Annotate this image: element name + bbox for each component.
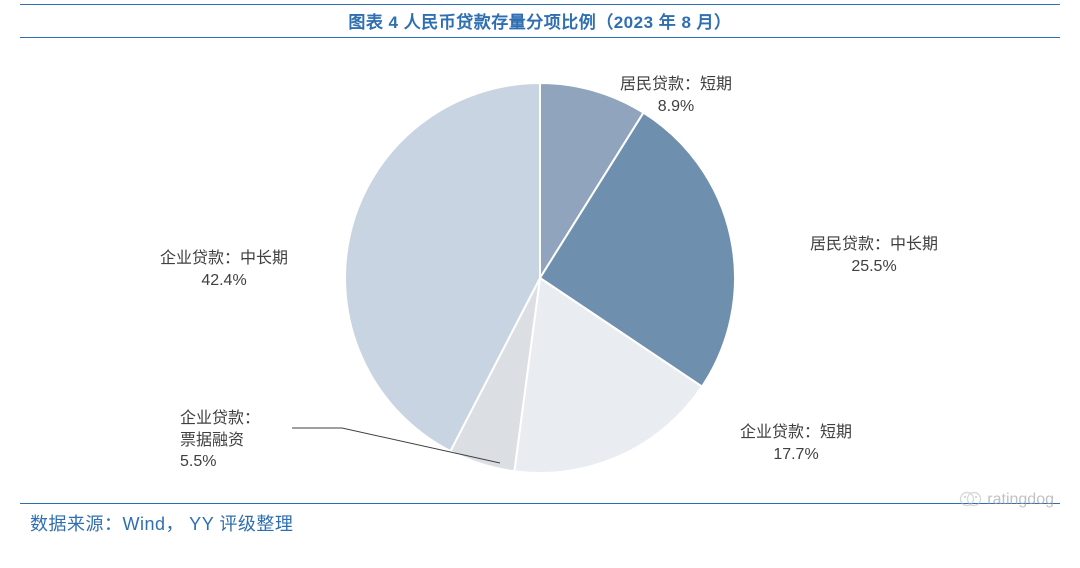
slice-label-household-short: 居民贷款：短期 8.9%: [620, 74, 732, 117]
chart-title-bar: 图表 4 人民币贷款存量分项比例（2023 年 8 月）: [20, 4, 1060, 38]
label-text: 企业贷款：短期: [740, 424, 852, 441]
watermark-text: ratingdog: [987, 491, 1054, 509]
label-text: 居民贷款：短期: [620, 76, 732, 93]
label-pct: 42.4%: [201, 272, 246, 289]
label-pct: 25.5%: [851, 258, 896, 275]
data-source: 数据来源：Wind， YY 评级整理: [0, 504, 1080, 536]
label-text: 企业贷款：中长期: [160, 250, 288, 267]
slice-label-household-long: 居民贷款：中长期 25.5%: [810, 234, 938, 277]
label-pct: 8.9%: [658, 98, 694, 115]
label-text: 居民贷款：中长期: [810, 236, 938, 253]
slice-label-bill-financing: 企业贷款： 票据融资 5.5%: [180, 408, 260, 473]
slice-label-corporate-long: 企业贷款：中长期 42.4%: [160, 248, 288, 291]
label-text-l2: 票据融资: [180, 432, 244, 449]
chart-title: 图表 4 人民币贷款存量分项比例（2023 年 8 月）: [348, 13, 731, 32]
label-text-l1: 企业贷款：: [180, 410, 260, 427]
watermark: ratingdog: [959, 490, 1054, 510]
label-pct: 5.5%: [180, 453, 216, 470]
label-pct: 17.7%: [773, 446, 818, 463]
slice-label-corporate-short: 企业贷款：短期 17.7%: [740, 422, 852, 465]
pie-chart: 居民贷款：短期 8.9% 居民贷款：中长期 25.5% 企业贷款：短期 17.7…: [20, 38, 1060, 503]
watermark-icon: [959, 490, 983, 510]
